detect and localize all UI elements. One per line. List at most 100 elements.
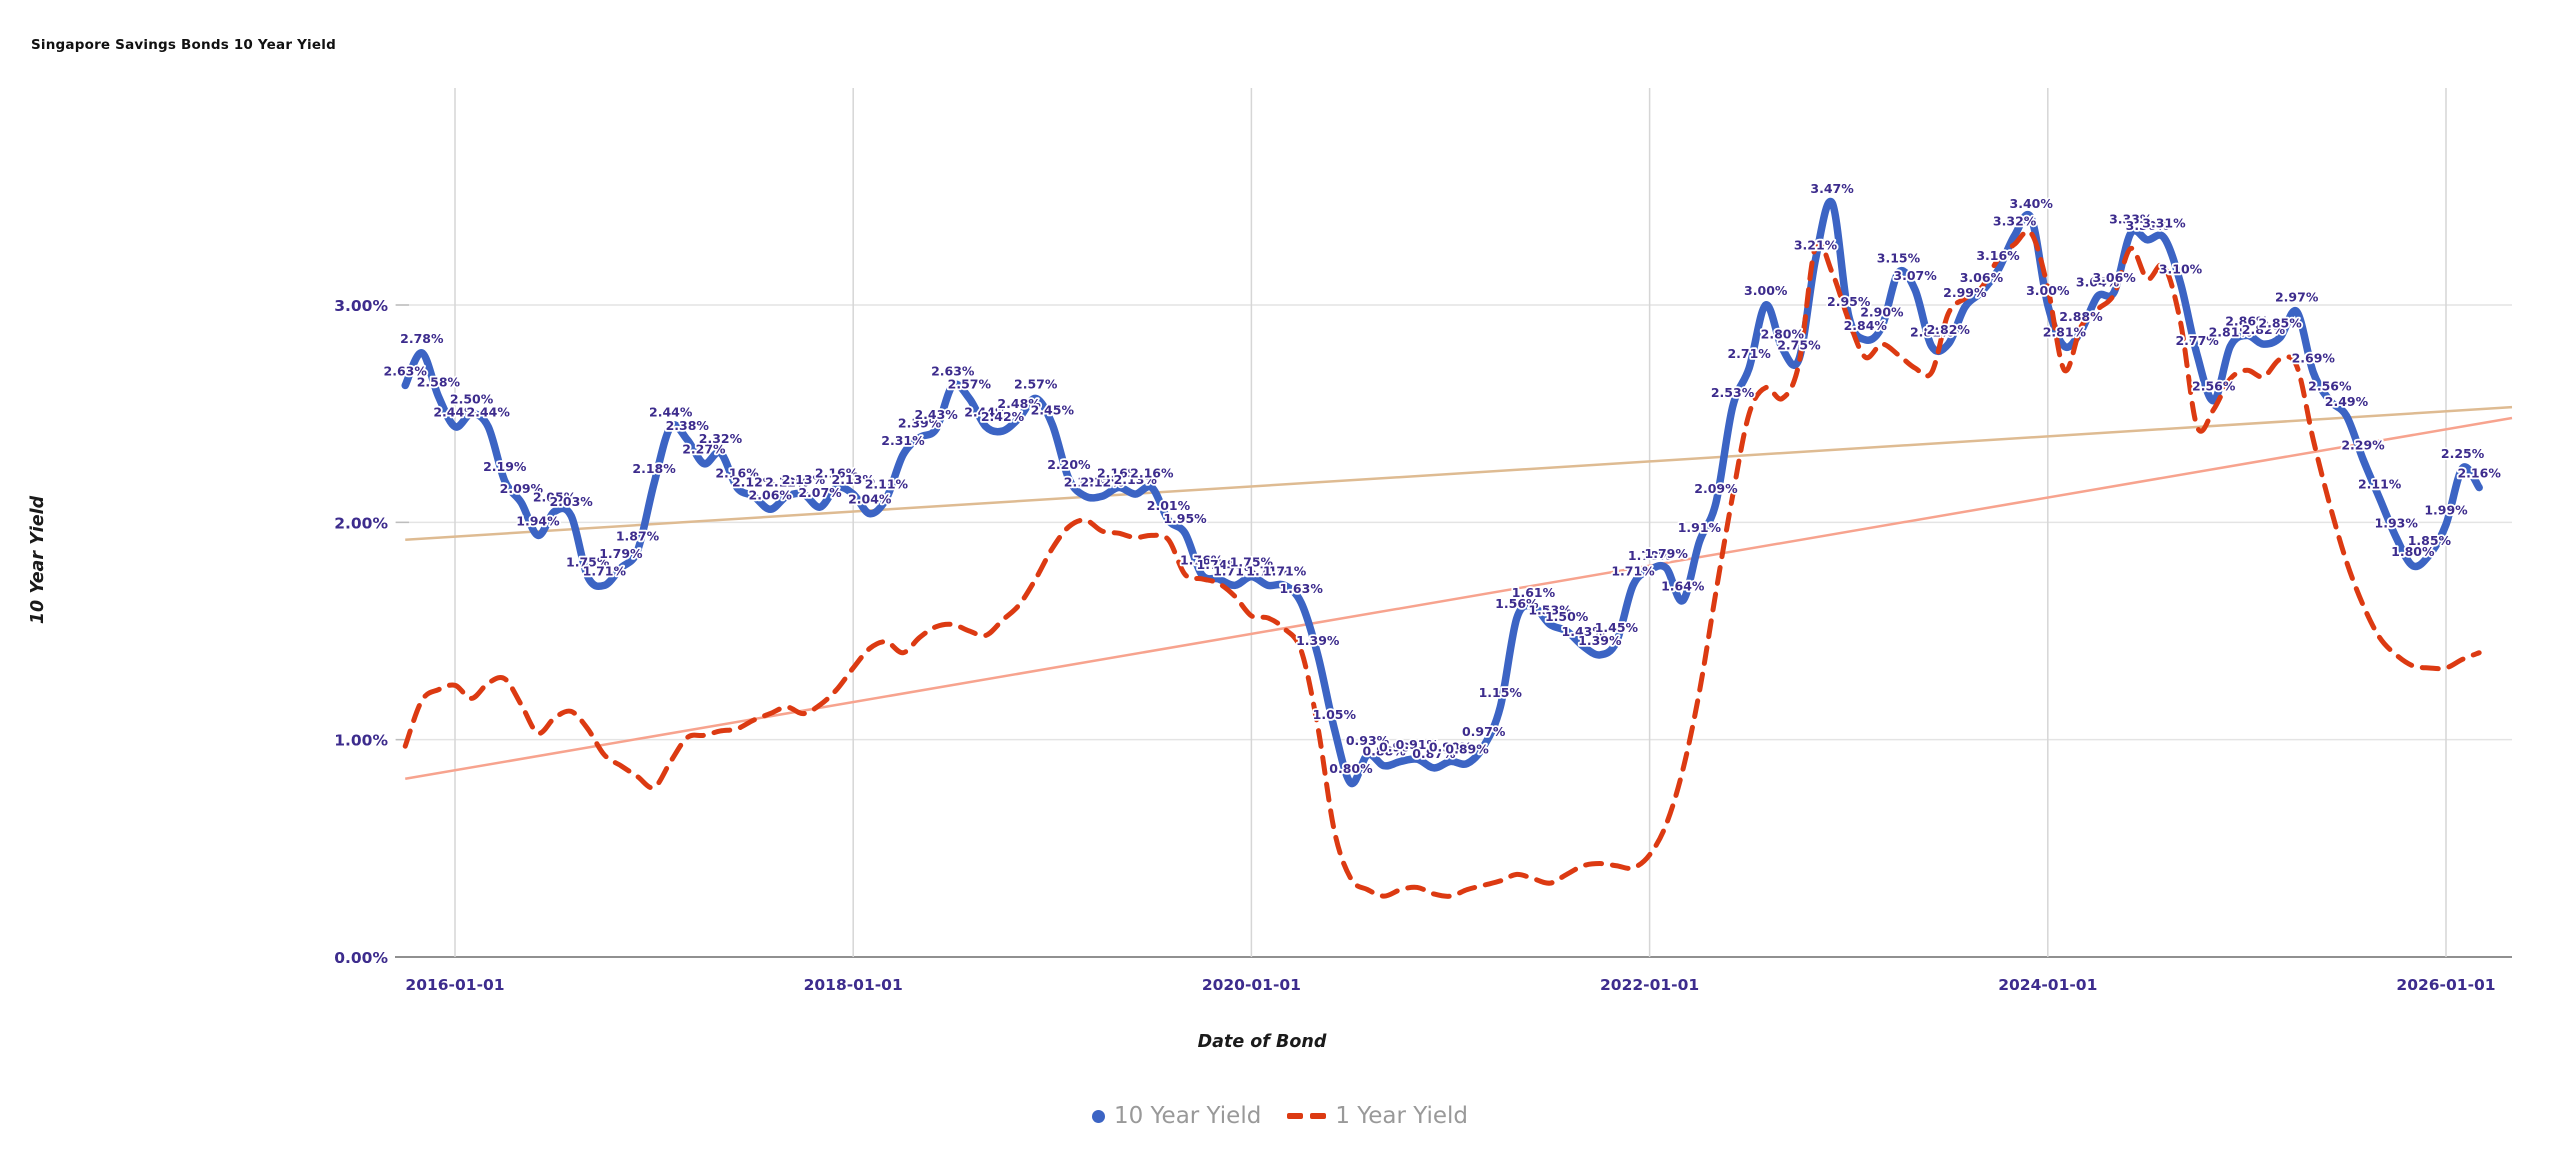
data-label: 2.11%: [865, 476, 909, 491]
point-10-year-yield: [1347, 779, 1355, 787]
point-10-year-yield: [2475, 484, 2483, 491]
point-10-year-yield: [1430, 764, 1438, 772]
data-label: 2.81%: [1910, 324, 1954, 339]
point-10-year-yield: [1878, 323, 1886, 330]
data-label: 1.63%: [1279, 581, 1323, 596]
data-label: 2.16%: [1097, 466, 1141, 481]
data-label: 0.93%: [1346, 733, 1390, 748]
data-label: 1.71%: [583, 563, 627, 578]
data-label: 2.18%: [632, 461, 676, 476]
x-axis-title: Date of Bond: [1197, 1032, 1327, 1052]
data-label: 1.99%: [2424, 503, 2468, 518]
point-10-year-yield: [833, 484, 840, 491]
x-tick-label: 2024-01-01: [1998, 976, 2097, 994]
point-10-year-yield: [1679, 597, 1686, 604]
point-10-year-yield: [866, 510, 873, 517]
data-label: 2.19%: [483, 459, 527, 474]
data-label: 2.25%: [2441, 446, 2485, 461]
point-10-year-yield: [2276, 334, 2284, 341]
data-label: 1.56%: [1495, 596, 1539, 611]
point-10-year-yield: [1331, 725, 1338, 733]
data-label: 1.79%: [599, 546, 643, 561]
point-10-year-yield: [999, 427, 1006, 435]
point-10-year-yield: [418, 349, 426, 357]
point-10-year-yield: [966, 395, 973, 402]
data-label: 1.85%: [2408, 533, 2452, 548]
point-10-year-yield: [484, 423, 492, 430]
data-label: 3.21%: [1794, 237, 1838, 252]
data-label: 2.44%: [964, 405, 1008, 420]
point-10-year-yield: [2011, 232, 2018, 239]
point-10-year-yield: [501, 477, 508, 485]
data-label: 2.81%: [2043, 324, 2087, 339]
trendline-10-year-yield: [405, 405, 2513, 541]
point-10-year-yield: [1729, 403, 1736, 411]
data-label: 2.13%: [1114, 472, 1158, 487]
data-label: 1.71%: [1213, 563, 1257, 578]
data-label: 2.13%: [832, 472, 876, 487]
data-label: 0.87%: [1412, 746, 1456, 761]
point-10-year-yield: [1264, 582, 1272, 589]
data-label: 2.12%: [1080, 474, 1124, 489]
data-label: 2.44%: [466, 405, 510, 420]
point-10-year-yield: [2359, 456, 2367, 463]
x-tick-label: 2016-01-01: [405, 976, 504, 994]
point-10-year-yield: [2393, 534, 2400, 541]
data-label: 2.09%: [1694, 481, 1738, 496]
data-label: 1.39%: [1578, 633, 1622, 648]
data-label: 2.63%: [384, 363, 428, 378]
data-label: 2.56%: [2192, 379, 2236, 394]
data-label: 2.57%: [1014, 376, 1058, 391]
data-label: 2.58%: [417, 374, 461, 389]
point-10-year-yield: [899, 451, 907, 459]
data-label: 1.71%: [1611, 563, 1655, 578]
y-tick-label: 2.00%: [334, 514, 388, 532]
point-10-year-yield: [2144, 236, 2151, 244]
data-label: 0.80%: [1329, 761, 1373, 776]
legend-item-1-year-yield[interactable]: 1 Year Yield: [1287, 1103, 1468, 1129]
data-label: 2.29%: [2341, 437, 2385, 452]
data-label: 2.82%: [2242, 322, 2286, 337]
data-label: 2.32%: [699, 431, 743, 446]
data-label: 3.30%: [2126, 218, 2170, 233]
point-10-year-yield: [1132, 490, 1139, 498]
point-10-year-yield: [1629, 582, 1637, 589]
data-label: 2.44%: [433, 405, 477, 420]
point-10-year-yield: [982, 423, 990, 430]
data-label: 0.89%: [1445, 742, 1489, 757]
point-10-year-yield: [451, 423, 459, 430]
data-label: 1.79%: [1645, 546, 1689, 561]
point-10-year-yield: [2260, 340, 2267, 348]
legend-item-10-year-yield[interactable]: 10 Year Yield: [1091, 1103, 1261, 1129]
data-label: 2.97%: [2275, 290, 2319, 305]
point-10-year-yield: [1231, 582, 1239, 589]
x-tick-label: 2026-01-01: [2396, 976, 2495, 994]
point-10-year-yield: [2442, 521, 2450, 528]
point-10-year-yield: [2177, 280, 2184, 287]
data-label: 2.04%: [848, 492, 892, 507]
data-label: 2.88%: [2059, 309, 2103, 324]
point-10-year-yield: [667, 423, 674, 430]
data-label: 0.90%: [1429, 739, 1473, 754]
point-10-year-yield: [2061, 343, 2068, 350]
data-label: 2.78%: [400, 331, 444, 346]
data-label: 2.42%: [981, 409, 1025, 424]
legend-label-1-year-yield: 1 Year Yield: [1335, 1103, 1469, 1129]
point-10-year-yield: [1662, 564, 1670, 572]
data-label: 2.16%: [715, 466, 759, 481]
data-label: 1.95%: [1163, 511, 1207, 526]
data-label: 2.16%: [2457, 466, 2501, 481]
point-10-year-yield: [567, 512, 575, 520]
point-10-year-yield: [2160, 234, 2168, 241]
data-label: 2.01%: [1147, 498, 1191, 513]
data-label: 2.31%: [881, 433, 925, 448]
point-10-year-yield: [518, 499, 525, 506]
point-10-year-yield: [1961, 303, 1969, 311]
point-10-year-yield: [1911, 286, 1919, 293]
point-10-year-yield: [1546, 621, 1554, 628]
point-10-year-yield: [1480, 742, 1487, 750]
legend: 10 Year Yield 1 Year Yield: [0, 1103, 2560, 1129]
data-label: 3.06%: [1960, 270, 2004, 285]
data-label: 2.57%: [948, 376, 992, 391]
data-label: 2.27%: [682, 442, 726, 457]
